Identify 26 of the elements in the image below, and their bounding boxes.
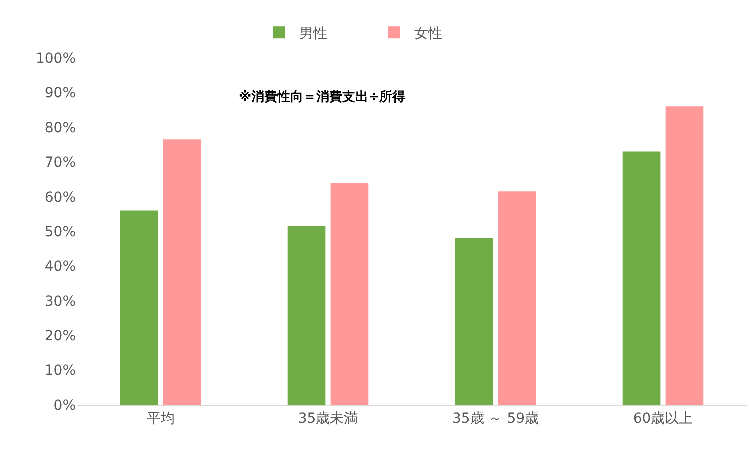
legend-label: 女性 [414,26,442,42]
y-tick-label: 80% [44,120,76,136]
bar [163,140,202,405]
y-tick-label: 0% [54,398,76,414]
bar [666,106,704,405]
x-tick-label: 35歳未満 [298,410,358,427]
bar [455,238,494,405]
x-tick-label: 35歳 ～ 59歳 [452,410,540,427]
y-tick-label: 70% [44,155,76,172]
y-tick-label: 40% [44,259,76,276]
x-tick-label: 平均 [146,410,175,427]
y-tick-label: 60% [44,190,76,206]
y-tick-label: 100% [36,51,76,67]
bar [498,192,536,405]
annotation: ※消費性向＝消費支出÷所得 [239,89,406,105]
y-tick-label: 90% [44,86,76,102]
y-tick-label: 10% [44,363,76,380]
bar [288,226,326,405]
y-tick-label: 50% [44,224,76,240]
bar [330,182,369,405]
y-tick-label: 20% [44,328,76,345]
legend-label: 男性 [300,26,328,42]
bar [622,152,661,405]
x-tick-label: 60歳以上 [633,410,694,427]
bar [120,210,158,405]
y-tick-label: 30% [44,294,76,310]
